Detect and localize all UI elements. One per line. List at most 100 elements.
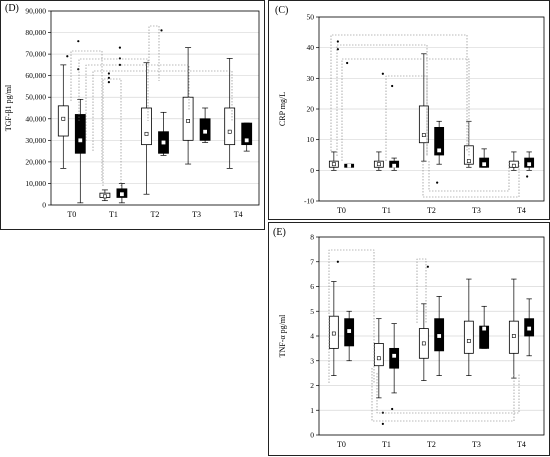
median-marker bbox=[466, 159, 471, 164]
box-plot bbox=[344, 310, 355, 362]
x-tick-label: T0 bbox=[67, 210, 76, 219]
box-plot bbox=[389, 323, 400, 411]
y-tick-label: 20 bbox=[307, 105, 315, 114]
median-marker bbox=[511, 334, 516, 338]
box-plot bbox=[418, 53, 429, 162]
box-plot bbox=[434, 120, 445, 184]
x-tick-label: T2 bbox=[151, 210, 160, 219]
x-tick-label: T4 bbox=[517, 440, 526, 449]
outlier-point bbox=[160, 29, 163, 32]
box-plot bbox=[141, 62, 152, 195]
median-marker bbox=[244, 138, 249, 143]
y-tick-label: 4 bbox=[310, 332, 314, 341]
median-marker bbox=[331, 162, 336, 167]
x-tick-label: T3 bbox=[472, 206, 481, 215]
median-marker bbox=[421, 133, 426, 137]
outlier-point bbox=[436, 181, 439, 184]
outlier-point bbox=[107, 81, 110, 84]
significance-bracket bbox=[371, 368, 515, 422]
x-tick-label: T0 bbox=[337, 440, 346, 449]
box-plot bbox=[99, 72, 111, 202]
median-marker bbox=[347, 163, 352, 168]
y-tick-label: 8 bbox=[310, 233, 314, 242]
box-plot bbox=[479, 305, 490, 349]
box bbox=[389, 347, 400, 369]
y-tick-label: 70,000 bbox=[25, 50, 46, 59]
box bbox=[199, 118, 211, 141]
median-marker bbox=[161, 140, 166, 145]
significance-bracket bbox=[428, 161, 510, 192]
box bbox=[373, 343, 384, 367]
median-marker bbox=[331, 331, 336, 336]
plot-frame bbox=[50, 10, 260, 206]
box bbox=[418, 105, 429, 144]
median-marker bbox=[392, 163, 397, 168]
outlier-point bbox=[107, 72, 110, 75]
x-tick-label: T1 bbox=[382, 206, 391, 215]
outlier-point bbox=[336, 40, 339, 43]
outlier-point bbox=[391, 407, 394, 411]
y-tick-label: 7 bbox=[310, 257, 314, 266]
box-plot bbox=[224, 58, 236, 169]
y-tick-label: -10 bbox=[304, 197, 314, 206]
outlier-point bbox=[118, 63, 121, 66]
box-plot bbox=[199, 107, 211, 143]
median-marker bbox=[482, 326, 487, 331]
box bbox=[57, 105, 69, 137]
box-plot bbox=[479, 148, 490, 168]
y-tick-label: 30 bbox=[307, 74, 315, 83]
median-marker bbox=[347, 329, 352, 333]
median-marker bbox=[61, 116, 66, 121]
x-tick-label: T0 bbox=[337, 206, 346, 215]
y-tick-label: 1 bbox=[310, 406, 314, 415]
significance-bracket bbox=[92, 70, 233, 151]
median-marker bbox=[437, 148, 442, 153]
significance-bracket bbox=[102, 78, 122, 186]
x-tick-label: T1 bbox=[109, 210, 118, 219]
outlier-point bbox=[381, 422, 384, 425]
plot-frame bbox=[318, 16, 545, 202]
outlier-point bbox=[391, 84, 394, 88]
box-plot bbox=[524, 298, 535, 357]
chart-e-svg: (E) 0 1 2 3 4 5 6 7 8 TNF-α pg/ml T0 T1 T2 T3 T4 bbox=[273, 227, 545, 449]
box-plot bbox=[389, 84, 400, 171]
y-tick-label: 80,000 bbox=[25, 28, 46, 37]
box bbox=[141, 107, 152, 146]
significance-bracket bbox=[70, 50, 103, 181]
box bbox=[434, 127, 445, 156]
box-plot bbox=[373, 318, 384, 425]
panel-c-crp: (C) -10 0 10 20 30 40 50 CRP mg/L T0 T1 T2 T3 T4 bbox=[268, 0, 550, 220]
box-plot bbox=[524, 151, 535, 178]
box-plot bbox=[508, 151, 519, 171]
plot-frame bbox=[318, 236, 545, 436]
significance-bracket bbox=[330, 34, 468, 151]
panel-label: (C) bbox=[275, 5, 288, 16]
median-marker bbox=[78, 138, 83, 143]
median-marker bbox=[203, 129, 208, 134]
box-plot bbox=[116, 46, 128, 204]
y-tick-label: 40 bbox=[307, 43, 315, 52]
x-tick-label: T4 bbox=[234, 210, 243, 219]
median-marker bbox=[527, 162, 532, 167]
y-tick-label: 0 bbox=[310, 166, 314, 175]
y-tick-label: 60,000 bbox=[25, 71, 46, 80]
box-plot bbox=[182, 47, 194, 165]
y-tick-label: 10,000 bbox=[25, 179, 46, 188]
x-tick-label: T1 bbox=[382, 440, 391, 449]
x-tick-label: T2 bbox=[427, 206, 436, 215]
box-plot bbox=[508, 278, 519, 379]
y-tick-label: 10 bbox=[307, 135, 315, 144]
panel-d-tgf: (D) 0 10,000 20,000 30,000 40,000 50,000 60,000… bbox=[0, 0, 265, 230]
x-tick-label: T3 bbox=[192, 210, 201, 219]
outlier-point bbox=[336, 260, 339, 263]
median-marker bbox=[392, 353, 397, 358]
box-plot bbox=[328, 260, 339, 376]
significance-bracket bbox=[422, 161, 520, 198]
significance-bracket bbox=[148, 25, 160, 81]
box-plot bbox=[373, 72, 384, 171]
box bbox=[74, 114, 86, 154]
significance-bracket bbox=[328, 249, 375, 383]
significance-bracket bbox=[416, 258, 427, 323]
outlier-point bbox=[346, 61, 349, 65]
box-plot bbox=[241, 122, 253, 152]
